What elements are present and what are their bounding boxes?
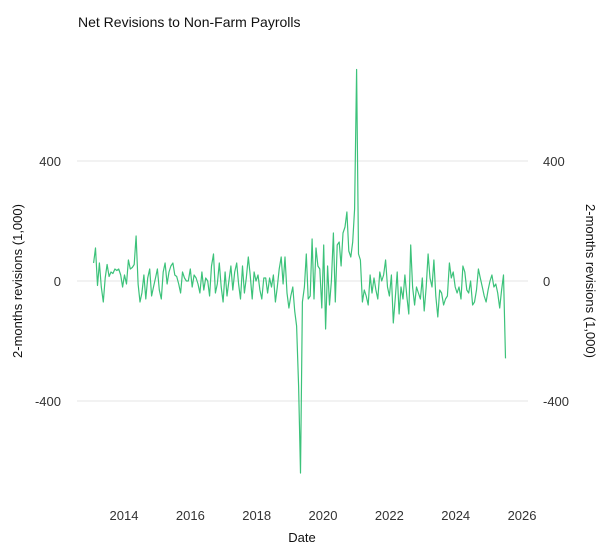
y-tick-label: 0 [54, 274, 61, 289]
y-tick-label: -400 [35, 394, 61, 409]
gridlines [77, 160, 528, 402]
series-line [93, 68, 507, 474]
y-axis-left-ticks: -400 0 400 [35, 154, 61, 409]
x-axis-label: Date [288, 530, 315, 545]
y-axis-right-ticks: -400 0 400 [543, 154, 569, 409]
y-tick-label: -400 [543, 394, 569, 409]
x-axis-ticks: 2014 2016 2018 2020 2022 2024 2026 [110, 508, 537, 523]
x-tick-label: 2022 [375, 508, 404, 523]
x-tick-label: 2018 [242, 508, 271, 523]
x-tick-label: 2014 [110, 508, 139, 523]
x-tick-label: 2026 [508, 508, 537, 523]
y-axis-label-right: 2-months revisions (1,000) [583, 204, 598, 358]
y-tick-label: 400 [543, 154, 565, 169]
x-tick-label: 2020 [309, 508, 338, 523]
y-axis-label-left: 2-months revisions (1,000) [10, 204, 25, 358]
chart-title: Net Revisions to Non-Farm Payrolls [78, 14, 301, 30]
y-tick-label: 400 [39, 154, 61, 169]
x-tick-label: 2024 [441, 508, 470, 523]
y-tick-label: 0 [543, 274, 550, 289]
x-tick-label: 2016 [176, 508, 205, 523]
